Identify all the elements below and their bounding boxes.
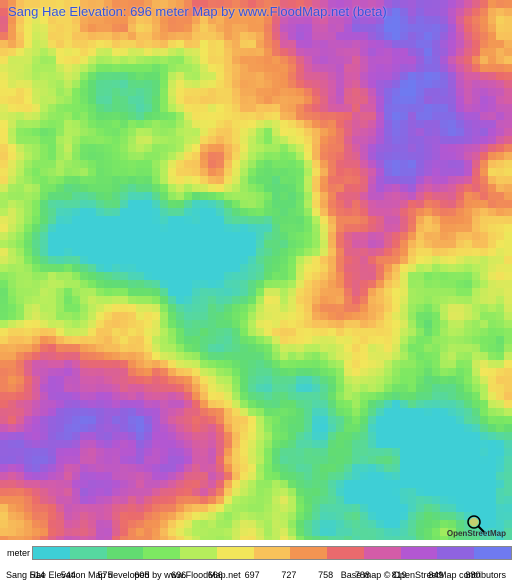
- elevation-heatmap: [0, 0, 512, 540]
- legend-swatch: [107, 547, 144, 559]
- credits-left: Sang Hae Elevation Map developed by www.…: [6, 570, 241, 580]
- page-title: Sang Hae Elevation: 696 meter Map by www…: [8, 4, 387, 19]
- legend-swatch: [217, 547, 254, 559]
- legend-swatch: [180, 547, 217, 559]
- legend-swatch: [401, 547, 438, 559]
- attribution-label: OpenStreetMap: [447, 529, 506, 538]
- credits-row: Sang Hae Elevation Map developed by www.…: [0, 570, 512, 580]
- legend-swatches: [32, 546, 512, 560]
- legend-swatch: [254, 547, 291, 559]
- legend-swatch: [143, 547, 180, 559]
- legend-swatch: [474, 547, 511, 559]
- legend-row: meter: [0, 542, 512, 564]
- credits-right: Base map © OpenStreetMap contributors: [341, 570, 506, 580]
- legend-swatch: [327, 547, 364, 559]
- legend-unit-label: meter: [0, 548, 32, 558]
- legend-swatch: [290, 547, 327, 559]
- legend-swatch: [437, 547, 474, 559]
- legend-swatch: [33, 547, 70, 559]
- legend-swatch: [364, 547, 401, 559]
- legend-swatch: [70, 547, 107, 559]
